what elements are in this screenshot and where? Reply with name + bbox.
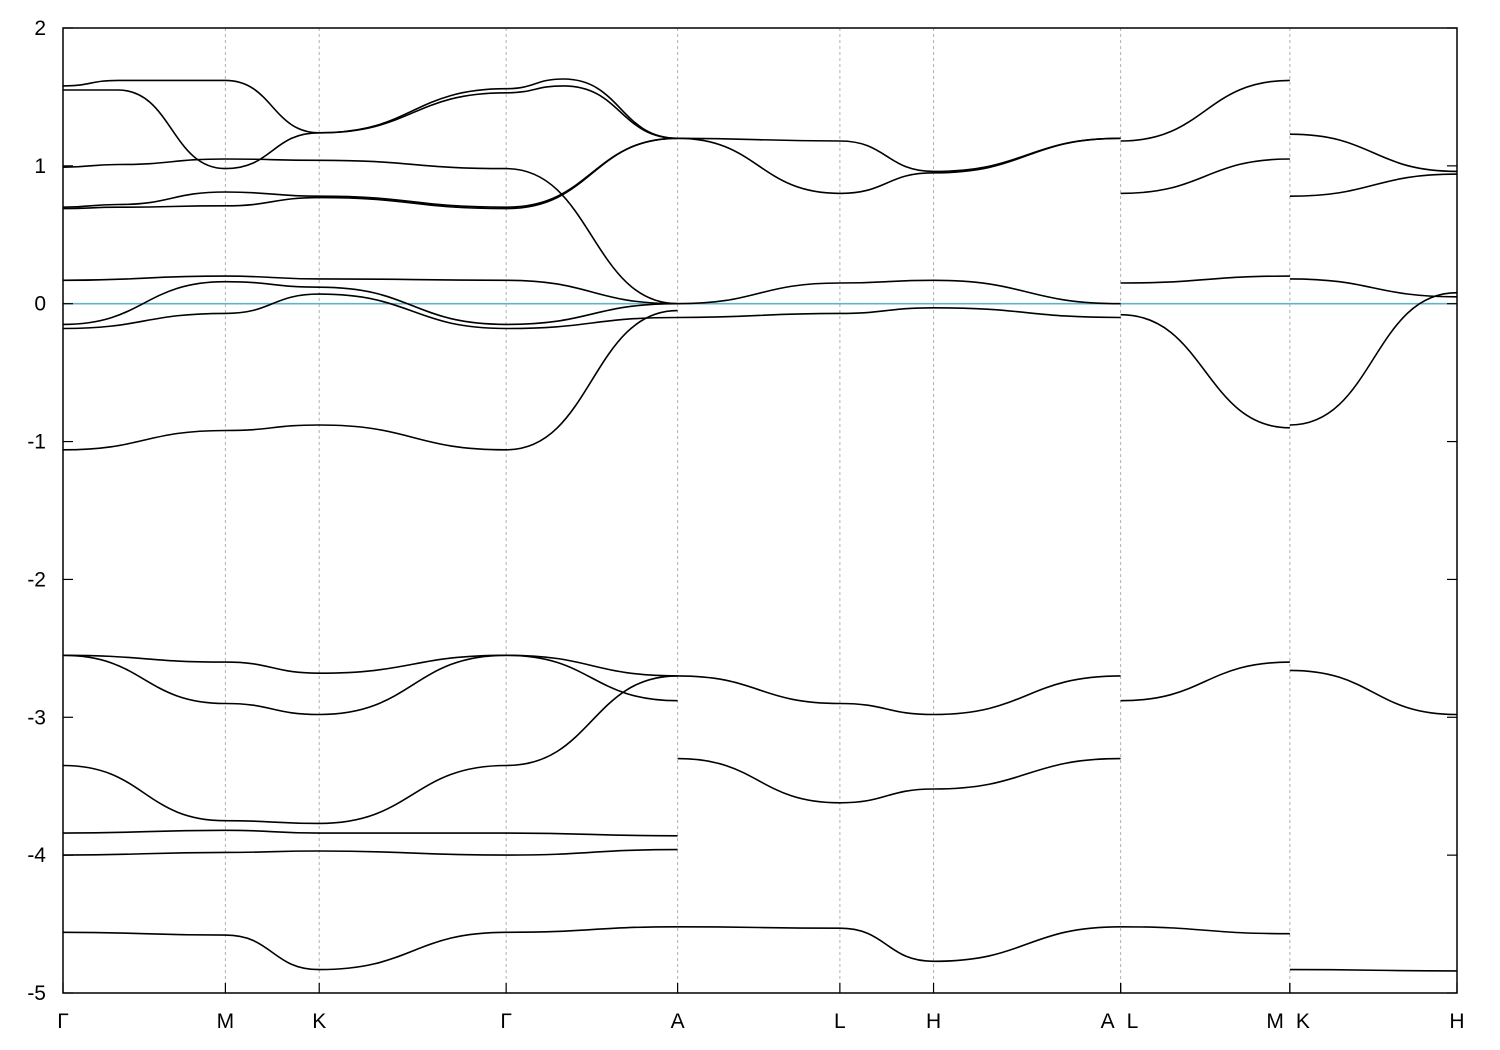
y-tick-label: 1 [34,155,46,178]
band-line [62,275,678,305]
band-line [677,137,1121,195]
y-tick-label: 0 [34,293,46,316]
band-line [1289,278,1458,298]
y-tick-label: -4 [27,844,46,867]
y-axis: 2 1 0 -1 -2 -3 -4 -5 [27,17,1457,1005]
x-tick-label: Γ [500,1010,512,1033]
band-line [62,137,678,208]
band-line [1120,313,1290,429]
x-tick-label: Γ [57,1010,69,1033]
band-line [1120,275,1290,284]
y-tick-label: -1 [27,431,46,454]
x-tick-label: L [1127,1010,1139,1033]
x-tick-label: H [926,1010,941,1033]
band-line [677,757,1121,804]
y-tick-label: 2 [34,17,46,40]
x-tick-label: K [312,1010,326,1033]
x-tick-label: A [671,1010,685,1033]
band-line [62,293,678,330]
band-line [677,675,1121,716]
band-line [63,85,678,170]
band-line [1289,968,1458,972]
x-tick-label: K [1296,1010,1310,1033]
x-tick-label: L [834,1010,846,1033]
band-line [62,926,678,971]
band-line [1289,291,1458,426]
band-line [1120,661,1290,702]
plot-frame [62,27,1458,994]
y-tick-label: -3 [27,706,46,729]
band-line [62,280,678,326]
y-tick-label: -2 [27,568,46,591]
band-line [677,926,1121,963]
band-line [677,307,1121,319]
band-line [677,137,1121,173]
x-tick-label: M [1266,1010,1284,1033]
band-line [677,279,1121,305]
x-tick-label: M [217,1010,235,1033]
band-line [62,654,678,716]
band-line [1289,133,1458,173]
x-tick-label: A [1101,1010,1115,1033]
band-line [1289,669,1458,716]
band-line [62,158,678,305]
band-line [62,829,678,837]
band-line [62,675,678,825]
band-line [62,309,678,451]
band-line [1120,158,1290,195]
band-line [1120,79,1290,142]
band-line [62,654,678,677]
band-line [62,848,678,856]
y-tick-label: -5 [27,982,46,1005]
band-line [1120,926,1290,935]
band-line [62,137,678,210]
grid-layer [224,28,1291,993]
x-tick-label: H [1449,1010,1464,1033]
band-line [1289,173,1458,197]
band-layer [62,78,1458,972]
